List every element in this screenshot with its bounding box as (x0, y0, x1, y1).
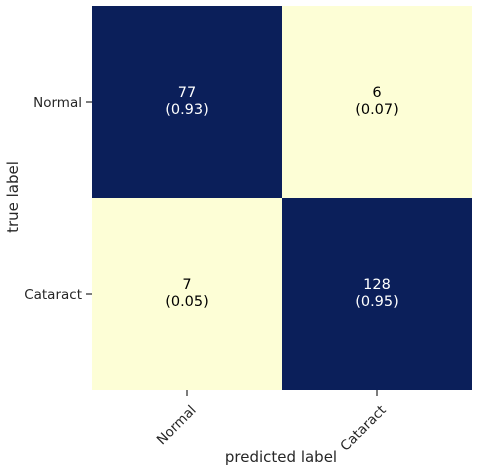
x-axis-label: predicted label (225, 448, 337, 466)
x-tick-label: Cataract (337, 402, 389, 454)
cell-label: 6 (0.07) (355, 85, 399, 118)
heatmap-cells: 77 (0.93) 6 (0.07) 7 (0.05) 128 (0.95) (92, 6, 472, 390)
x-tick-label: Normal (154, 402, 200, 448)
y-axis-label: true label (4, 161, 22, 233)
heatmap-cell (282, 198, 472, 390)
y-tick-label: Normal (33, 95, 82, 111)
heatmap-cell (92, 6, 282, 198)
heatmap-cell (92, 198, 282, 390)
cell-label: 128 (0.95) (355, 277, 399, 310)
cell-label: 7 (0.05) (165, 277, 209, 310)
cell-label: 77 (0.93) (165, 85, 209, 118)
y-tick-label: Cataract (24, 287, 82, 303)
heatmap-cell (282, 6, 472, 198)
